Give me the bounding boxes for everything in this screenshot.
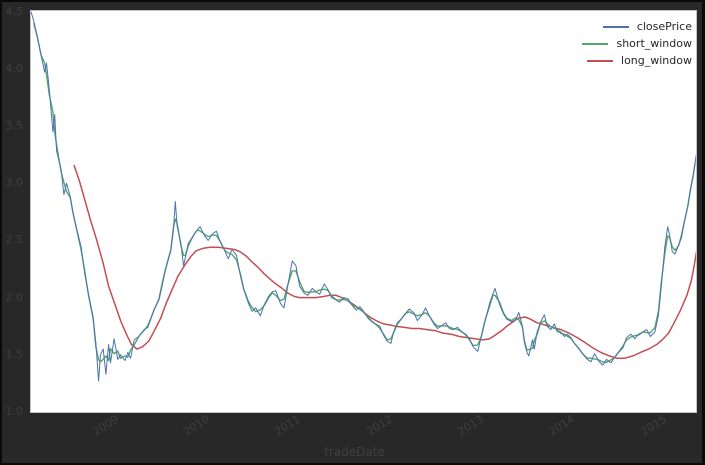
y-tick-label: 3.0 bbox=[5, 176, 24, 190]
legend-label: short_window bbox=[616, 37, 692, 50]
y-tick-label: 1.5 bbox=[5, 347, 24, 361]
price-chart-svg bbox=[31, 11, 696, 382]
y-tick-label: 4.5 bbox=[5, 4, 24, 18]
legend-label: closePrice bbox=[636, 20, 692, 33]
x-tick-label: 2011 bbox=[272, 412, 304, 439]
legend: closePrice short_window long_window bbox=[582, 18, 692, 69]
x-tick-label: 2012 bbox=[364, 412, 395, 439]
y-tick-label: 4.0 bbox=[5, 61, 24, 75]
plot-area: closePrice short_window long_window bbox=[30, 10, 697, 413]
closePrice-line bbox=[31, 11, 696, 382]
y-tick-label: 3.5 bbox=[5, 118, 24, 132]
y-tick-label: 2.5 bbox=[5, 233, 24, 247]
short_window-line bbox=[33, 22, 696, 364]
legend-line-swatch bbox=[602, 25, 629, 28]
legend-line-swatch bbox=[587, 59, 614, 62]
x-tick-label: 2014 bbox=[546, 412, 578, 439]
legend-line-swatch bbox=[582, 42, 609, 45]
x-axis-label: tradeDate bbox=[324, 445, 385, 459]
x-tick-label: 2009 bbox=[90, 412, 121, 439]
legend-item-short_window: short_window bbox=[582, 35, 692, 52]
legend-label: long_window bbox=[621, 54, 692, 67]
long_window-line bbox=[73, 164, 696, 359]
x-tick-label: 2015 bbox=[638, 412, 669, 439]
x-tick-label: 2010 bbox=[181, 412, 212, 439]
x-tick-label: 2013 bbox=[455, 412, 487, 439]
legend-item-closePrice: closePrice bbox=[582, 18, 692, 35]
y-tick-label: 1.0 bbox=[5, 405, 24, 418]
legend-item-long_window: long_window bbox=[582, 52, 692, 69]
y-tick-label: 2.0 bbox=[5, 290, 24, 304]
